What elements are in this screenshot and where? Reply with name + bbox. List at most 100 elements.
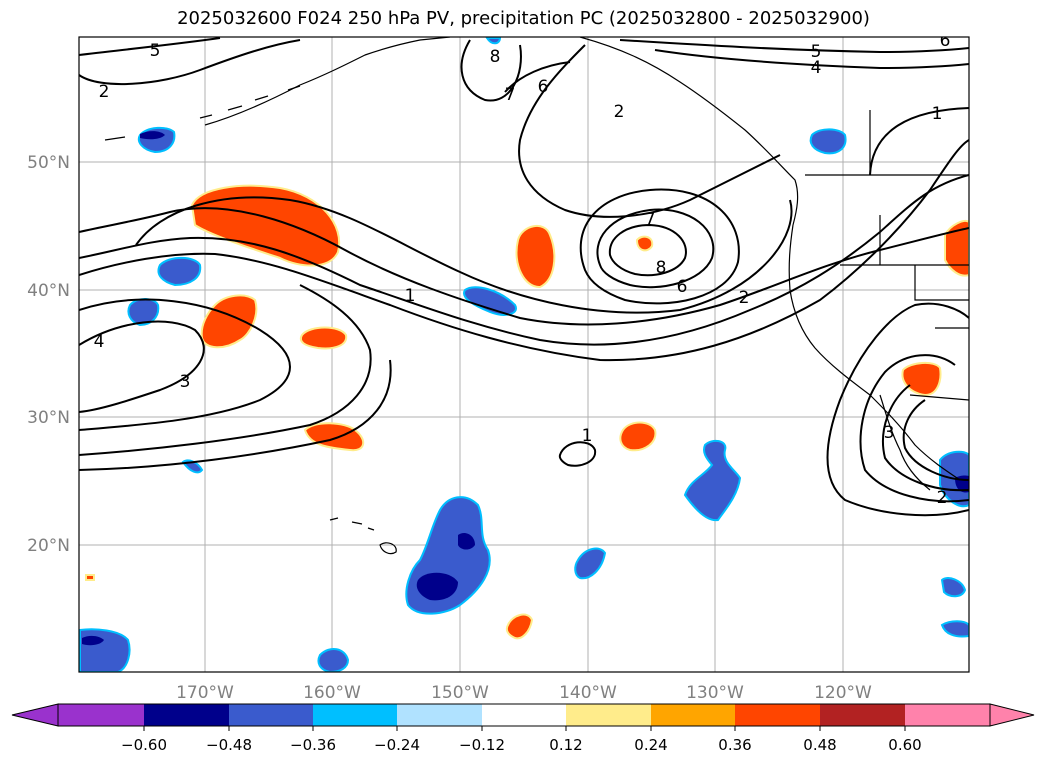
contour-label: 2 [614, 102, 625, 122]
colorbar-bin [482, 704, 566, 726]
precip-neg-core-1 [416, 572, 458, 601]
contour-label: 2 [937, 488, 948, 508]
colorbar-tick-label: 0.12 [549, 736, 582, 754]
precip-pos-area-7 [619, 421, 657, 452]
pv-contours [79, 37, 969, 517]
colorbar-tick-label: −0.12 [459, 736, 505, 754]
map-title: 2025032600 F024 250 hPa PV, precipitatio… [177, 8, 870, 29]
colorbar-tick-label: −0.60 [121, 736, 167, 754]
colorbar-tick-label: −0.24 [374, 736, 420, 754]
pv-contour-13 [608, 223, 687, 277]
lon-label-150: 150°W [431, 683, 489, 703]
contour-label: 6 [677, 277, 688, 297]
pv-contour-18 [869, 107, 969, 176]
contour-label: 6 [940, 31, 951, 51]
pv-contour-3 [79, 139, 969, 362]
lon-label-130: 130°W [686, 683, 744, 703]
contour-label: 7 [505, 85, 516, 105]
contour-label: 8 [490, 47, 501, 67]
precip-neg-area-15 [485, 37, 502, 45]
pv-contour-21 [859, 354, 969, 503]
colorbar-bin [397, 704, 482, 726]
lon-label-170: 170°W [176, 683, 234, 703]
colorbar-tick-marks [143, 726, 906, 731]
precip-pos-area-11 [85, 574, 95, 581]
pv-contour-2 [79, 174, 969, 346]
colorbar-bin [735, 704, 820, 726]
contour-label: 5 [150, 41, 161, 61]
pv-contour-20 [826, 302, 969, 517]
lat-label-20: 20°N [27, 536, 70, 556]
contour-label: 1 [405, 286, 416, 306]
coastline-hawaii [329, 517, 397, 555]
lat-label-50: 50°N [27, 153, 70, 173]
precip-pos-area-1 [190, 184, 341, 267]
precip-neg-area-9 [79, 628, 131, 672]
colorbar-extend-right [989, 703, 1035, 727]
precip-pos-area-4 [200, 294, 258, 349]
coastline-northamerica [788, 224, 961, 481]
precip-neg-area-10 [317, 648, 350, 672]
pv-contour-5 [79, 298, 291, 431]
contour-label: 4 [94, 332, 105, 352]
precip-pos-area-6 [303, 422, 365, 452]
colorbar-bin [144, 704, 229, 726]
coastline-alaska [204, 37, 799, 226]
pv-contour-19 [558, 441, 597, 467]
contour-labels: 5 2 8 7 6 2 5 4 1 7 8 6 2 1 4 3 1 3 2 6 [94, 31, 951, 508]
pv-contour-22 [881, 384, 969, 492]
colorbar-tick-label: −0.36 [290, 736, 336, 754]
colorbar-tick-labels: −0.60 −0.48 −0.36 −0.24 −0.12 0.12 0.24 … [121, 736, 922, 754]
lat-label-30: 30°N [27, 408, 70, 428]
contour-label: 1 [932, 104, 943, 124]
pv-contour-6 [79, 320, 205, 413]
precip-neg-area-2 [157, 256, 202, 287]
pv-contour-11 [596, 208, 715, 289]
precip-neg-core-3 [82, 635, 104, 646]
precip-neg-area-6 [683, 439, 742, 522]
coastline-bajacalifornia [879, 394, 931, 491]
precip-pos-area-3 [635, 235, 654, 252]
precip-negative [79, 37, 969, 672]
pv-contour-10 [460, 39, 522, 102]
precip-neg-area-12 [940, 577, 967, 598]
precip-neg-core-5 [140, 131, 165, 140]
contour-label: 7 [645, 210, 656, 230]
border-states-3 [914, 265, 969, 301]
pv-contour-15 [79, 37, 221, 56]
pv-contour-14 [79, 39, 301, 86]
coastline-aleutians [104, 85, 301, 141]
colorbar-outline [57, 703, 991, 727]
colorbar-bin [651, 704, 735, 726]
colorbar-bin [566, 704, 651, 726]
colorbar-tick-label: 0.36 [718, 736, 751, 754]
colorbar-bin [313, 704, 397, 726]
pv-contour-7 [79, 284, 372, 456]
pv-contour-23 [902, 399, 969, 481]
contour-label: 3 [180, 372, 191, 392]
precip-neg-area-5 [809, 128, 847, 155]
colorbar-bin [58, 704, 144, 726]
contour-label: 2 [99, 82, 110, 102]
colorbar: −0.60 −0.48 −0.36 −0.24 −0.12 0.12 0.24 … [11, 703, 1035, 754]
contour-label: 3 [884, 423, 895, 443]
pv-contour-9 [518, 44, 781, 218]
map-frame [78, 36, 970, 673]
lat-labels: 50°N 40°N 30°N 20°N [27, 153, 70, 556]
colorbar-tick-label: −0.48 [206, 736, 252, 754]
precip-pos-area-8 [505, 613, 534, 640]
pv-contour-8 [79, 359, 392, 471]
pv-contour-1 [79, 207, 969, 326]
precip-neg-area-13 [940, 620, 969, 638]
colorbar-extend-left [11, 703, 59, 727]
colorbar-tick-label: 0.24 [634, 736, 667, 754]
precip-pos-area-10 [944, 219, 969, 277]
contour-label: 8 [656, 258, 667, 278]
pv-contour-4 [135, 196, 793, 314]
colorbar-bin [229, 704, 313, 726]
pv-contour-12 [579, 188, 740, 305]
lon-label-140: 140°W [559, 683, 617, 703]
pv-contour-17 [654, 49, 969, 70]
colorbar-bin [820, 704, 905, 726]
precip-neg-core-2 [458, 533, 475, 550]
